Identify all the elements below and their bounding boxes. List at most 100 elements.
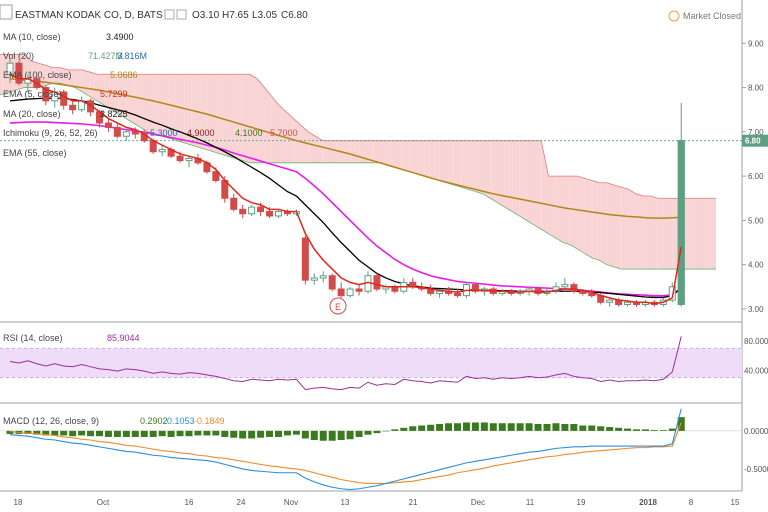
macd-tick-label: 0.0000 bbox=[744, 427, 768, 436]
ichimoku-cloud-segment bbox=[373, 140, 381, 163]
macd-histogram-bar bbox=[382, 430, 390, 432]
symbol-toggle-icon[interactable] bbox=[0, 4, 13, 20]
ichimoku-lead-a: 4.1000 bbox=[235, 128, 263, 138]
ichimoku-cloud-segment bbox=[380, 140, 389, 166]
ichimoku-cloud-segment bbox=[60, 67, 68, 86]
candle-body bbox=[355, 288, 363, 292]
ichimoku-cloud-segment bbox=[315, 136, 323, 163]
ichimoku-conversion: 5.3000 bbox=[150, 128, 178, 138]
candle-body bbox=[561, 284, 569, 288]
last-price-label: 6.80 bbox=[745, 137, 761, 146]
macd-histogram-bar bbox=[471, 422, 479, 431]
ma10-label[interactable]: MA (10, close) bbox=[3, 32, 61, 42]
macd-histogram-bar bbox=[87, 430, 95, 437]
ichimoku-cloud-segment bbox=[53, 67, 61, 84]
ichimoku-cloud-segment bbox=[475, 140, 483, 194]
macd-hist-value: 0.2902 bbox=[140, 416, 168, 426]
ichimoku-cloud-segment bbox=[410, 140, 418, 174]
settings-icon[interactable] bbox=[176, 9, 187, 20]
candle-body bbox=[239, 208, 247, 215]
time-tick-label: 15 bbox=[731, 498, 740, 507]
macd-histogram-bar bbox=[418, 425, 426, 431]
macd-histogram-bar bbox=[113, 430, 121, 437]
ichimoku-cloud-segment bbox=[555, 176, 564, 243]
ema100-line bbox=[9, 77, 682, 219]
candle-body bbox=[248, 206, 256, 215]
earnings-marker[interactable]: E bbox=[329, 297, 347, 315]
vol-label[interactable]: Vol (20) bbox=[3, 51, 34, 61]
ichimoku-cloud-segment bbox=[606, 182, 615, 267]
candle-body bbox=[176, 155, 184, 162]
ichimoku-cloud-segment bbox=[388, 140, 396, 168]
ichimoku-cloud-segment bbox=[82, 69, 90, 97]
ichimoku-cloud-segment bbox=[402, 140, 411, 172]
ichimoku-cloud-segment bbox=[497, 140, 505, 208]
header-icons[interactable] bbox=[164, 9, 187, 20]
ichimoku-cloud-segment bbox=[271, 96, 280, 163]
macd-histogram-bar bbox=[24, 430, 32, 434]
rsi-value: 85.9044 bbox=[107, 333, 140, 343]
macd-line bbox=[9, 408, 682, 491]
rsi-panel[interactable] bbox=[0, 336, 742, 391]
candle-body bbox=[87, 100, 95, 113]
macd-histogram-bar bbox=[283, 430, 291, 436]
ichimoku-cloud-segment bbox=[308, 131, 316, 163]
ichimoku-cloud-segment bbox=[614, 184, 622, 270]
macd-histogram-bar bbox=[588, 425, 596, 431]
candle-body bbox=[471, 284, 479, 292]
macd-histogram-bar bbox=[346, 430, 354, 440]
candle-body bbox=[337, 288, 345, 297]
ichimoku-label[interactable]: Ichimoku (9, 26, 52, 26) bbox=[3, 128, 98, 138]
macd-histogram-bar bbox=[633, 429, 640, 431]
ichimoku-cloud-segment bbox=[468, 140, 476, 192]
macd-histogram-bar bbox=[42, 430, 50, 436]
price-tick-label: 8.00 bbox=[748, 84, 764, 93]
ichimoku-cloud-segment bbox=[621, 187, 629, 270]
ema5-label[interactable]: EMA (5, close) bbox=[3, 89, 62, 99]
ichimoku-cloud-segment bbox=[643, 196, 651, 270]
ichimoku-cloud-segment bbox=[249, 74, 258, 163]
ichimoku-cloud-segment bbox=[548, 176, 556, 239]
ichimoku-cloud-segment bbox=[490, 140, 498, 203]
indicator-legend: MA (10, close) 3.4900 Vol (20) 71.427M 3… bbox=[3, 32, 298, 426]
ichimoku-cloud-segment bbox=[264, 87, 272, 163]
ichimoku-cloud-segment bbox=[198, 74, 207, 150]
ohlc-low: L3.05 bbox=[252, 10, 277, 21]
macd-tick-label: -0.5000 bbox=[744, 465, 768, 474]
macd-histogram-bar bbox=[158, 430, 166, 437]
time-tick-label: Nov bbox=[284, 498, 298, 507]
ichimoku-cloud-segment bbox=[533, 140, 542, 230]
ema100-label[interactable]: EMA (100, close) bbox=[3, 70, 72, 80]
time-tick-label: 21 bbox=[409, 498, 418, 507]
macd-histogram-bar bbox=[650, 430, 658, 431]
eye-icon[interactable] bbox=[164, 9, 175, 20]
ichimoku-cloud-segment bbox=[701, 198, 709, 270]
ichimoku-lead-b: 5.7000 bbox=[270, 128, 298, 138]
price-panel[interactable] bbox=[0, 53, 742, 307]
ichimoku-cloud-segment bbox=[147, 74, 156, 135]
market-status: Market Closed bbox=[683, 11, 741, 21]
ichimoku-cloud-segment bbox=[235, 74, 243, 161]
rsi-label[interactable]: RSI (14, close) bbox=[3, 333, 63, 343]
signal-line bbox=[9, 422, 682, 484]
ichimoku-cloud-segment bbox=[635, 193, 644, 270]
candle-body bbox=[15, 62, 23, 84]
last-price-badge bbox=[742, 134, 768, 147]
macd-histogram-bar bbox=[310, 430, 318, 440]
ma20-label[interactable]: MA (20, close) bbox=[3, 109, 61, 119]
signal-value: -0.1849 bbox=[194, 416, 225, 426]
macd-label[interactable]: MACD (12, 26, close, 9) bbox=[3, 416, 99, 426]
ichimoku-cloud-segment bbox=[118, 74, 127, 119]
macd-histogram-bar bbox=[516, 423, 524, 431]
ichimoku-cloud-segment bbox=[628, 189, 636, 270]
ichimoku-cloud-segment bbox=[351, 140, 360, 163]
ichimoku-base: 4.9000 bbox=[187, 128, 215, 138]
ichimoku-cloud-segment bbox=[453, 140, 462, 188]
ema55-label[interactable]: EMA (55, close) bbox=[3, 148, 67, 158]
macd-histogram-bar bbox=[543, 424, 551, 431]
macd-panel[interactable] bbox=[0, 408, 742, 491]
macd-histogram-bar bbox=[69, 430, 77, 437]
candle-body bbox=[579, 290, 587, 294]
ohlc-open: O3.10 bbox=[192, 10, 220, 21]
